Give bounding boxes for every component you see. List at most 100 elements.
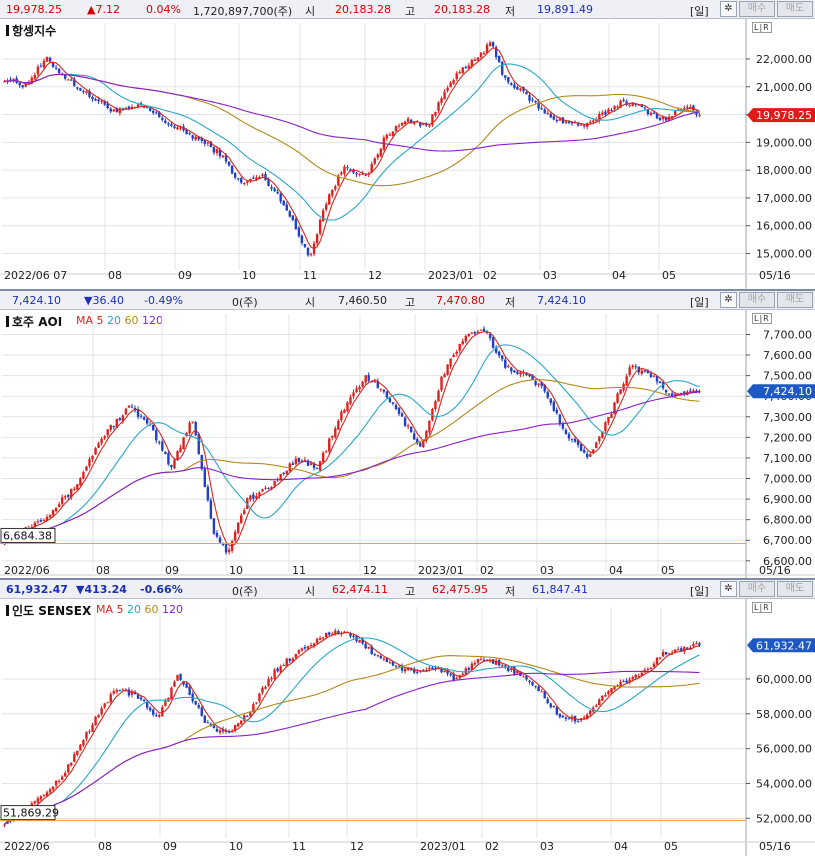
candle-body	[300, 235, 304, 244]
candle-body	[419, 442, 422, 447]
scale-toggle-button[interactable]: L|R	[752, 602, 772, 613]
candle-body	[233, 725, 237, 730]
candle-body	[698, 115, 701, 117]
candle-body	[388, 398, 392, 403]
x-tick-label: 11	[303, 269, 317, 282]
candle-body	[670, 393, 674, 398]
candle-body	[655, 657, 659, 665]
buy-button[interactable]: 매수	[739, 292, 775, 308]
settings-gear-icon[interactable]: ✲	[720, 292, 737, 308]
candle-body	[188, 422, 191, 434]
candle-body	[391, 402, 395, 404]
scale-toggle-button[interactable]: L|R	[752, 313, 772, 324]
candle-body	[549, 113, 552, 118]
candle-body	[467, 667, 471, 670]
candle-body	[203, 468, 207, 488]
sell-button[interactable]: 매도	[777, 292, 813, 308]
candle-body	[243, 715, 246, 721]
x-tick-label: 10	[242, 269, 256, 282]
candle-body	[191, 135, 194, 139]
candle-body	[537, 101, 540, 109]
buy-button[interactable]: 매수	[739, 581, 775, 597]
candle-body	[564, 121, 568, 123]
candle-body	[30, 526, 34, 529]
candle-body	[397, 666, 401, 668]
candle-body	[449, 358, 452, 367]
candle-body	[212, 518, 216, 534]
ma-line-60	[4, 73, 700, 187]
candle-body	[455, 73, 458, 79]
candle-body	[507, 365, 510, 367]
candle-body	[127, 689, 131, 696]
candle-body	[349, 633, 352, 637]
candle-body	[18, 82, 21, 86]
ma-legend-label: MA	[76, 314, 94, 327]
y-tick-label: 60,000.00	[756, 673, 812, 686]
ma-line-120	[4, 391, 700, 544]
candle-body	[42, 60, 46, 68]
candle-body	[695, 390, 698, 392]
candle-body	[473, 662, 477, 665]
candle-body	[677, 649, 680, 651]
candle-body	[376, 381, 379, 388]
candle-body	[664, 116, 668, 121]
sell-button[interactable]: 매도	[777, 581, 813, 597]
period-button[interactable]: [일]	[690, 5, 709, 18]
candle-body	[640, 370, 644, 374]
candle-body	[33, 74, 37, 79]
candle-body	[543, 109, 546, 114]
sell-button[interactable]: 매도	[777, 1, 813, 17]
settings-gear-icon[interactable]: ✲	[720, 1, 737, 17]
candle-body	[646, 370, 650, 373]
open-value: 62,474.11	[332, 583, 388, 596]
candle-body	[158, 111, 161, 118]
candle-body	[592, 449, 595, 454]
scale-toggle-button[interactable]: L|R	[752, 22, 772, 33]
candle-body	[379, 388, 383, 390]
volume: 0(주)	[232, 296, 258, 309]
x-tick-label: 09	[163, 840, 177, 853]
candle-body	[276, 668, 279, 672]
x-tick-label: 05	[664, 840, 678, 853]
candle-body	[243, 183, 246, 185]
candle-body	[640, 672, 644, 676]
candle-body	[194, 136, 197, 140]
current-price: 61,932.47	[6, 583, 68, 596]
y-axis-ticks: 7,700.007,600.007,500.007,400.007,300.00…	[746, 328, 812, 568]
candle-body	[409, 119, 413, 124]
y-tick-label: 7,700.00	[763, 328, 812, 341]
candle-body	[409, 669, 413, 671]
candles	[3, 326, 701, 555]
candle-body	[288, 211, 291, 217]
candle-body	[501, 61, 504, 75]
candle-body	[261, 688, 264, 693]
buy-button[interactable]: 매수	[739, 1, 775, 17]
x-tick-label: 12	[368, 269, 382, 282]
candle-body	[598, 436, 601, 442]
candle-body	[76, 484, 79, 490]
candle-body	[100, 101, 103, 103]
candle-body	[267, 487, 270, 489]
x-tick-label: 09	[178, 269, 192, 282]
candle-body	[519, 88, 522, 91]
period-button[interactable]: [일]	[690, 296, 709, 309]
candle-body	[601, 695, 604, 701]
candle-body	[48, 789, 52, 793]
chart-panel-aoi: 7,424.10 ▼36.40 -0.49% 0(주) 시 7,460.50 고…	[0, 289, 815, 580]
settings-gear-icon[interactable]: ✲	[720, 581, 737, 597]
candle-body	[145, 418, 149, 424]
candle-body	[54, 780, 58, 786]
candle-body	[689, 106, 692, 109]
candle-body	[67, 79, 70, 81]
candle-body	[142, 106, 146, 108]
candle-body	[367, 646, 370, 649]
candle-body	[118, 690, 122, 692]
candle-body	[582, 717, 586, 719]
candle-body	[215, 532, 219, 537]
candle-body	[106, 702, 109, 704]
current-price-tag-label: 7,424.10	[763, 385, 812, 398]
candle-body	[88, 731, 91, 733]
candle-body	[118, 108, 122, 114]
candle-body	[109, 694, 112, 703]
period-button[interactable]: [일]	[690, 585, 709, 598]
